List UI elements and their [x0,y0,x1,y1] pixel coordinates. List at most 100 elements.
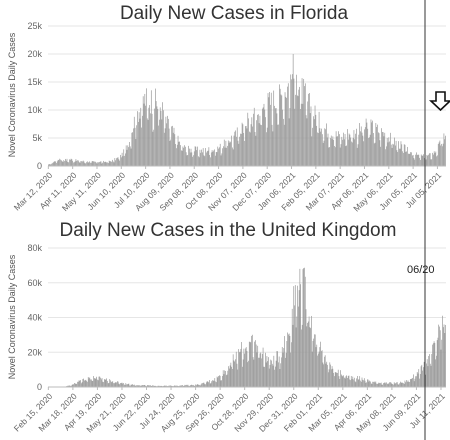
bar [126,384,127,387]
bar [337,136,339,166]
bar [317,353,319,387]
bar [123,384,125,387]
bar [417,154,419,166]
bar [250,124,252,166]
bar [226,147,228,166]
bar [150,113,151,166]
bar [318,351,320,387]
bar [112,161,114,166]
bar [245,347,247,387]
bar [126,384,128,387]
bar [200,384,202,387]
bar [375,123,377,166]
bar [440,349,442,387]
bar [210,383,212,387]
bar [276,351,278,387]
bar [370,119,372,166]
bar [221,153,223,166]
bar [97,379,98,387]
bar [407,153,409,166]
bar [271,124,273,166]
bar [255,135,257,166]
bar [307,321,309,387]
bar [173,385,175,387]
bar [264,366,265,387]
bar [390,382,391,387]
bar [208,147,210,166]
bar [53,161,55,166]
bar [438,324,440,387]
bar [374,382,376,387]
bar [428,154,429,166]
bar [364,129,365,166]
bar [142,115,143,166]
bar [223,146,224,166]
bar [158,385,160,387]
bar [157,108,159,166]
bar [347,375,349,387]
bar [426,359,428,387]
bar [279,369,281,387]
bar [389,382,390,387]
bar [219,375,221,387]
bar [83,378,84,387]
bar [176,385,177,387]
bar [373,381,375,387]
bar [102,162,104,166]
bar [408,381,410,387]
bar [121,382,123,387]
bar [112,381,114,387]
bar [98,376,100,387]
bar [444,139,446,166]
bar [258,357,260,387]
bar [230,362,232,387]
bar [129,385,130,387]
bar [259,353,261,387]
bar [75,383,77,387]
bar [146,88,147,166]
bar [264,109,266,166]
bar [386,382,387,387]
bar [232,149,234,166]
bar [253,113,254,166]
bar [187,384,189,387]
bar [392,384,394,387]
bar [175,385,176,387]
bar [199,384,200,387]
bar [288,334,289,387]
bar [130,385,131,387]
bar [265,352,266,387]
bar [390,132,391,166]
bar [435,359,436,387]
bar [397,384,399,387]
bar [193,151,195,166]
bar [283,124,285,166]
bar [64,161,65,166]
bar [82,379,84,387]
bar [300,108,301,166]
bar [362,135,364,166]
bar [215,381,216,387]
bar [343,375,344,387]
bar [360,131,361,166]
bar [422,367,424,387]
bar [62,162,64,166]
bar [182,385,183,387]
bar [273,90,275,166]
bar [55,161,56,166]
bar [378,133,380,166]
bar [330,364,331,387]
bar [380,382,382,387]
bar [429,153,431,166]
bar [437,155,438,166]
bar [364,380,366,387]
bar [171,385,173,387]
bar [101,163,103,166]
bar [166,123,168,166]
bar [128,147,129,166]
bar [172,125,173,166]
bar [421,364,423,387]
bar [91,161,93,166]
bar [412,155,414,166]
bar [180,145,181,166]
